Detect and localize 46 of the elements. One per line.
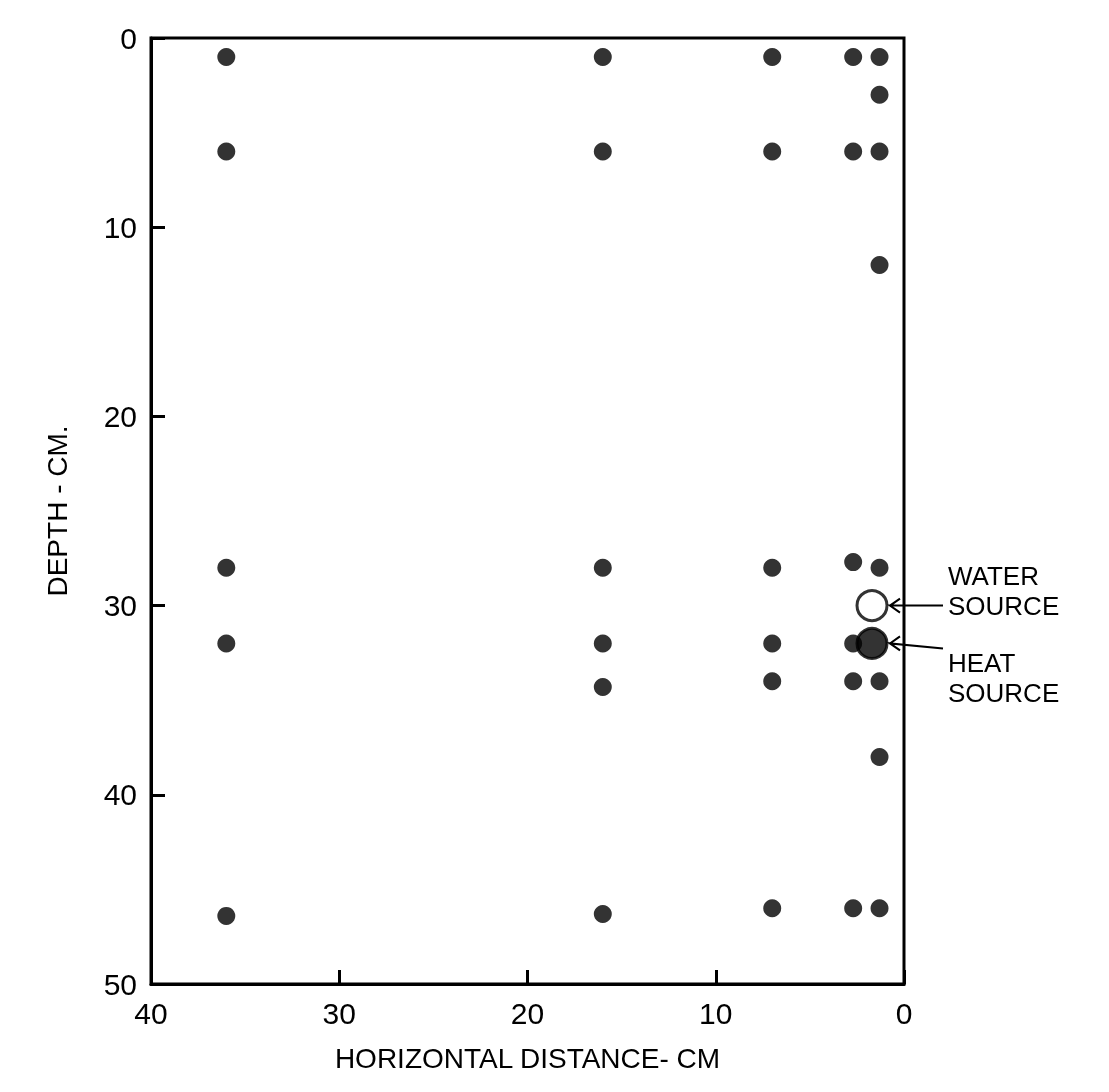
y-tick-label: 50 (103, 967, 137, 1001)
y-tick-label: 30 (103, 589, 137, 623)
point (844, 47, 863, 66)
point (763, 899, 782, 918)
y-tick-label: 0 (120, 21, 137, 55)
point (217, 558, 236, 577)
x-tick-label: 10 (699, 996, 733, 1030)
point (217, 906, 236, 925)
point (593, 905, 612, 923)
point (763, 142, 782, 161)
point (763, 634, 782, 653)
point (870, 747, 889, 766)
y-tick-label: 40 (103, 778, 137, 812)
point (870, 558, 889, 577)
point (870, 85, 889, 104)
point (870, 256, 889, 275)
y-tick-label: 10 (103, 210, 137, 244)
point (593, 47, 612, 66)
point (217, 634, 236, 653)
point (217, 142, 236, 161)
point (217, 47, 236, 66)
point (593, 558, 612, 577)
point (593, 142, 612, 161)
x-tick-label: 40 (134, 996, 168, 1030)
point (870, 672, 889, 691)
point (844, 142, 863, 161)
point (870, 47, 889, 66)
x-tick-label: 20 (510, 996, 545, 1030)
y-axis-title: DEPTH - CM. (41, 425, 73, 597)
point (593, 677, 612, 696)
point (870, 899, 889, 918)
point (844, 553, 863, 572)
x-tick-label: 30 (322, 996, 356, 1030)
x-tick-label: 0 (895, 996, 913, 1030)
point (763, 672, 782, 691)
point (844, 899, 863, 918)
point (763, 558, 782, 577)
annotation: WATER SOURCE (948, 560, 1060, 621)
point (763, 47, 782, 66)
point (870, 142, 889, 161)
x-axis-title: HORIZONTAL DISTANCE- CM (334, 1042, 721, 1074)
point (844, 672, 863, 691)
point (593, 634, 612, 653)
annotation: HEAT SOURCE (948, 648, 1060, 709)
y-tick-label: 20 (103, 399, 137, 433)
point (855, 589, 889, 623)
